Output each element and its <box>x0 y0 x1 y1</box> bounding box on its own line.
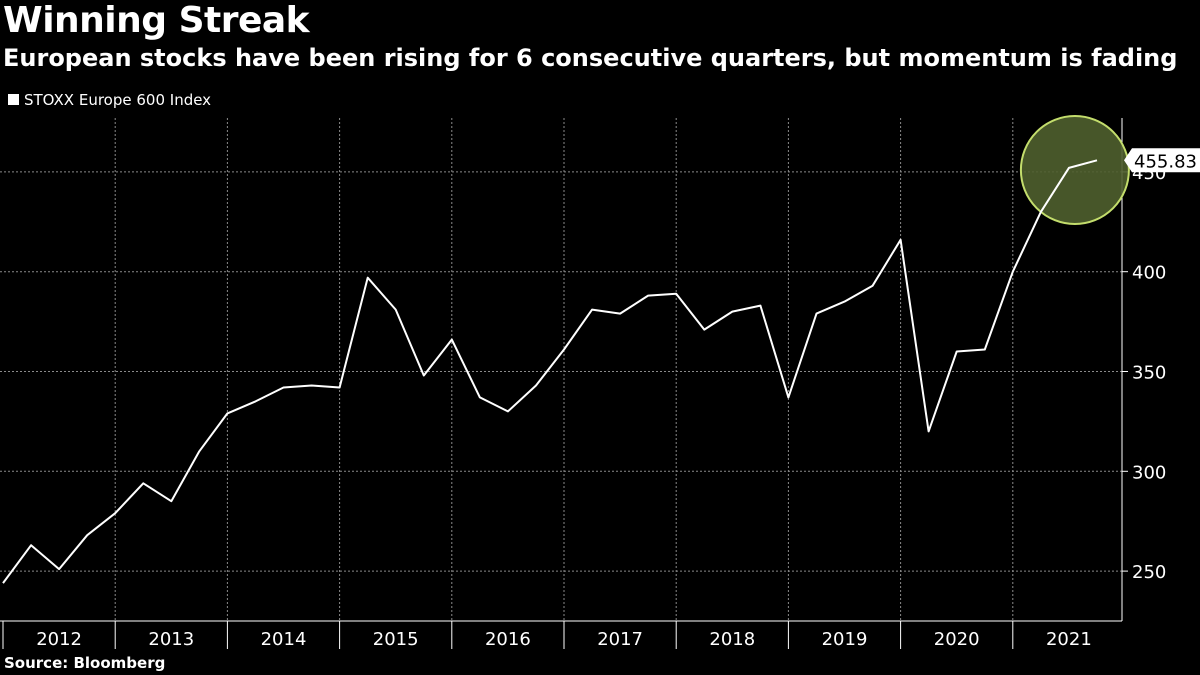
last-value-flag <box>1124 148 1200 173</box>
y-tick-label: 350 <box>1132 362 1166 383</box>
legend-label: STOXX Europe 600 Index <box>24 91 212 109</box>
grid <box>0 118 1122 621</box>
x-tick-label: 2021 <box>1046 629 1092 650</box>
legend: STOXX Europe 600 Index <box>8 91 211 109</box>
x-tick-label: 2014 <box>261 629 307 650</box>
y-tick-label: 400 <box>1132 263 1166 284</box>
x-tick-label: 2012 <box>36 629 82 650</box>
x-tick-label: 2018 <box>709 629 755 650</box>
chart-title: Winning Streak <box>3 0 310 41</box>
x-tick-label: 2015 <box>373 629 419 650</box>
series-layer <box>2 159 1098 584</box>
last-value-label: 455.83 <box>1134 151 1197 172</box>
y-tick-label: 250 <box>1132 562 1166 583</box>
value-label-layer: 455.83 <box>1124 148 1200 173</box>
x-tick-label: 2020 <box>934 629 980 650</box>
series-line-stoxx-600 <box>2 159 1098 584</box>
x-tick-label: 2017 <box>597 629 643 650</box>
highlight-layer <box>1019 115 1130 225</box>
legend-swatch <box>8 94 19 105</box>
y-tick-label: 300 <box>1132 462 1166 483</box>
chart-subtitle: European stocks have been rising for 6 c… <box>3 44 1178 72</box>
source-note: Source: Bloomberg <box>4 654 166 672</box>
x-tick-label: 2013 <box>148 629 194 650</box>
x-tick-label: 2016 <box>485 629 531 650</box>
highlight-circle <box>1019 115 1130 225</box>
x-tick-label: 2019 <box>822 629 868 650</box>
